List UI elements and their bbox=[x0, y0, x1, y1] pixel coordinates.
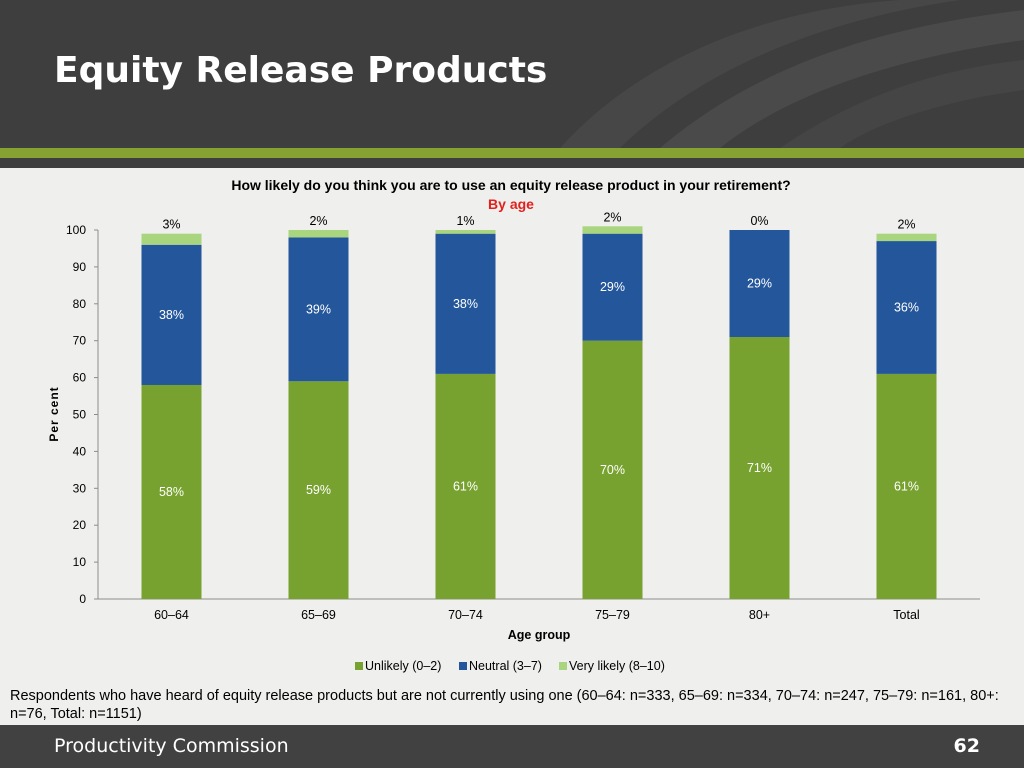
legend-label: Neutral (3–7) bbox=[469, 659, 542, 673]
bar-segment bbox=[876, 233, 937, 242]
bar-segment bbox=[435, 230, 496, 234]
x-tick-label: 80+ bbox=[749, 608, 770, 622]
x-axis-label: Age group bbox=[508, 628, 571, 642]
y-axis-label: Per cent bbox=[47, 386, 61, 441]
bar-segment bbox=[729, 337, 790, 599]
footnote: Respondents who have heard of equity rel… bbox=[10, 688, 999, 722]
data-label: 39% bbox=[306, 302, 331, 316]
data-label: 36% bbox=[894, 300, 919, 314]
bar-segment bbox=[435, 233, 496, 374]
data-label: 29% bbox=[600, 280, 625, 294]
bar-segment bbox=[141, 384, 202, 599]
y-tick-label: 20 bbox=[73, 518, 87, 532]
y-tick-label: 80 bbox=[73, 297, 87, 311]
bar-segment bbox=[288, 237, 349, 382]
chart-title: How likely do you think you are to use a… bbox=[231, 177, 790, 193]
legend: Unlikely (0–2) Neutral (3–7) Very likely (… bbox=[355, 659, 665, 673]
data-label: 61% bbox=[894, 479, 919, 493]
legend-swatch bbox=[355, 662, 363, 670]
accent-stripe-dark bbox=[0, 158, 1024, 168]
data-label: 29% bbox=[747, 277, 772, 291]
header-swoosh-decoration bbox=[560, 0, 1024, 148]
bar-segment bbox=[141, 244, 202, 385]
x-tick-label: Total bbox=[893, 608, 919, 622]
x-axis: 60–64 65–69 70–74 75–79 80+ Total bbox=[98, 598, 980, 622]
data-label: 61% bbox=[453, 479, 478, 493]
x-tick-label: 65–69 bbox=[301, 608, 336, 622]
bar-segment bbox=[729, 230, 790, 338]
data-label: 71% bbox=[747, 461, 772, 475]
y-tick-label: 40 bbox=[73, 444, 87, 458]
bar-segment bbox=[288, 230, 349, 238]
data-label: 38% bbox=[159, 308, 184, 322]
bar-segment bbox=[288, 381, 349, 599]
legend-swatch bbox=[459, 662, 467, 670]
accent-stripe-green bbox=[0, 148, 1024, 158]
y-tick-label: 0 bbox=[79, 592, 86, 606]
bar-segment bbox=[582, 340, 643, 599]
chart-subtitle: By age bbox=[488, 196, 534, 212]
x-tick-label: 75–79 bbox=[595, 608, 630, 622]
stacked-bar-chart: How likely do you think you are to use a… bbox=[47, 177, 980, 673]
slide-footer bbox=[0, 725, 1024, 768]
slide-header bbox=[0, 0, 1024, 148]
y-tick-label: 30 bbox=[73, 481, 87, 495]
footer-organisation: Productivity Commission bbox=[54, 735, 289, 757]
data-label: 58% bbox=[159, 485, 184, 499]
legend-swatch bbox=[559, 662, 567, 670]
y-tick-label: 60 bbox=[73, 371, 87, 385]
slide-title: Equity Release Products bbox=[54, 50, 548, 91]
y-tick-label: 70 bbox=[73, 334, 87, 348]
y-tick-label: 90 bbox=[73, 260, 87, 274]
data-label: 2% bbox=[603, 210, 621, 224]
data-label: 2% bbox=[309, 214, 327, 228]
bar-segment bbox=[876, 241, 937, 374]
legend-label: Unlikely (0–2) bbox=[365, 659, 441, 673]
bar-segment bbox=[435, 373, 496, 599]
bar-segment bbox=[141, 233, 202, 245]
bars: 58% 38% 3% 59% 39% 2% 61% 38% 1% 70% 29% 2% 71% 29% 0%… bbox=[141, 210, 937, 599]
y-tick-label: 100 bbox=[66, 223, 86, 237]
y-tick-label: 10 bbox=[73, 555, 87, 569]
bar-segment bbox=[876, 373, 937, 599]
data-label: 70% bbox=[600, 463, 625, 477]
y-tick-label: 50 bbox=[73, 408, 87, 422]
data-label: 1% bbox=[456, 214, 474, 228]
bar-segment bbox=[582, 226, 643, 234]
data-label: 38% bbox=[453, 297, 478, 311]
data-label: 3% bbox=[162, 218, 180, 232]
y-axis: 0 10 20 30 40 50 60 70 80 90 100 bbox=[66, 223, 99, 606]
data-label: 2% bbox=[897, 218, 915, 232]
data-label: 59% bbox=[306, 483, 331, 497]
bar-segment bbox=[582, 233, 643, 341]
x-tick-label: 60–64 bbox=[154, 608, 189, 622]
page-number: 62 bbox=[953, 735, 980, 757]
legend-label: Very likely (8–10) bbox=[569, 659, 665, 673]
x-tick-label: 70–74 bbox=[448, 608, 483, 622]
data-label: 0% bbox=[750, 214, 768, 228]
